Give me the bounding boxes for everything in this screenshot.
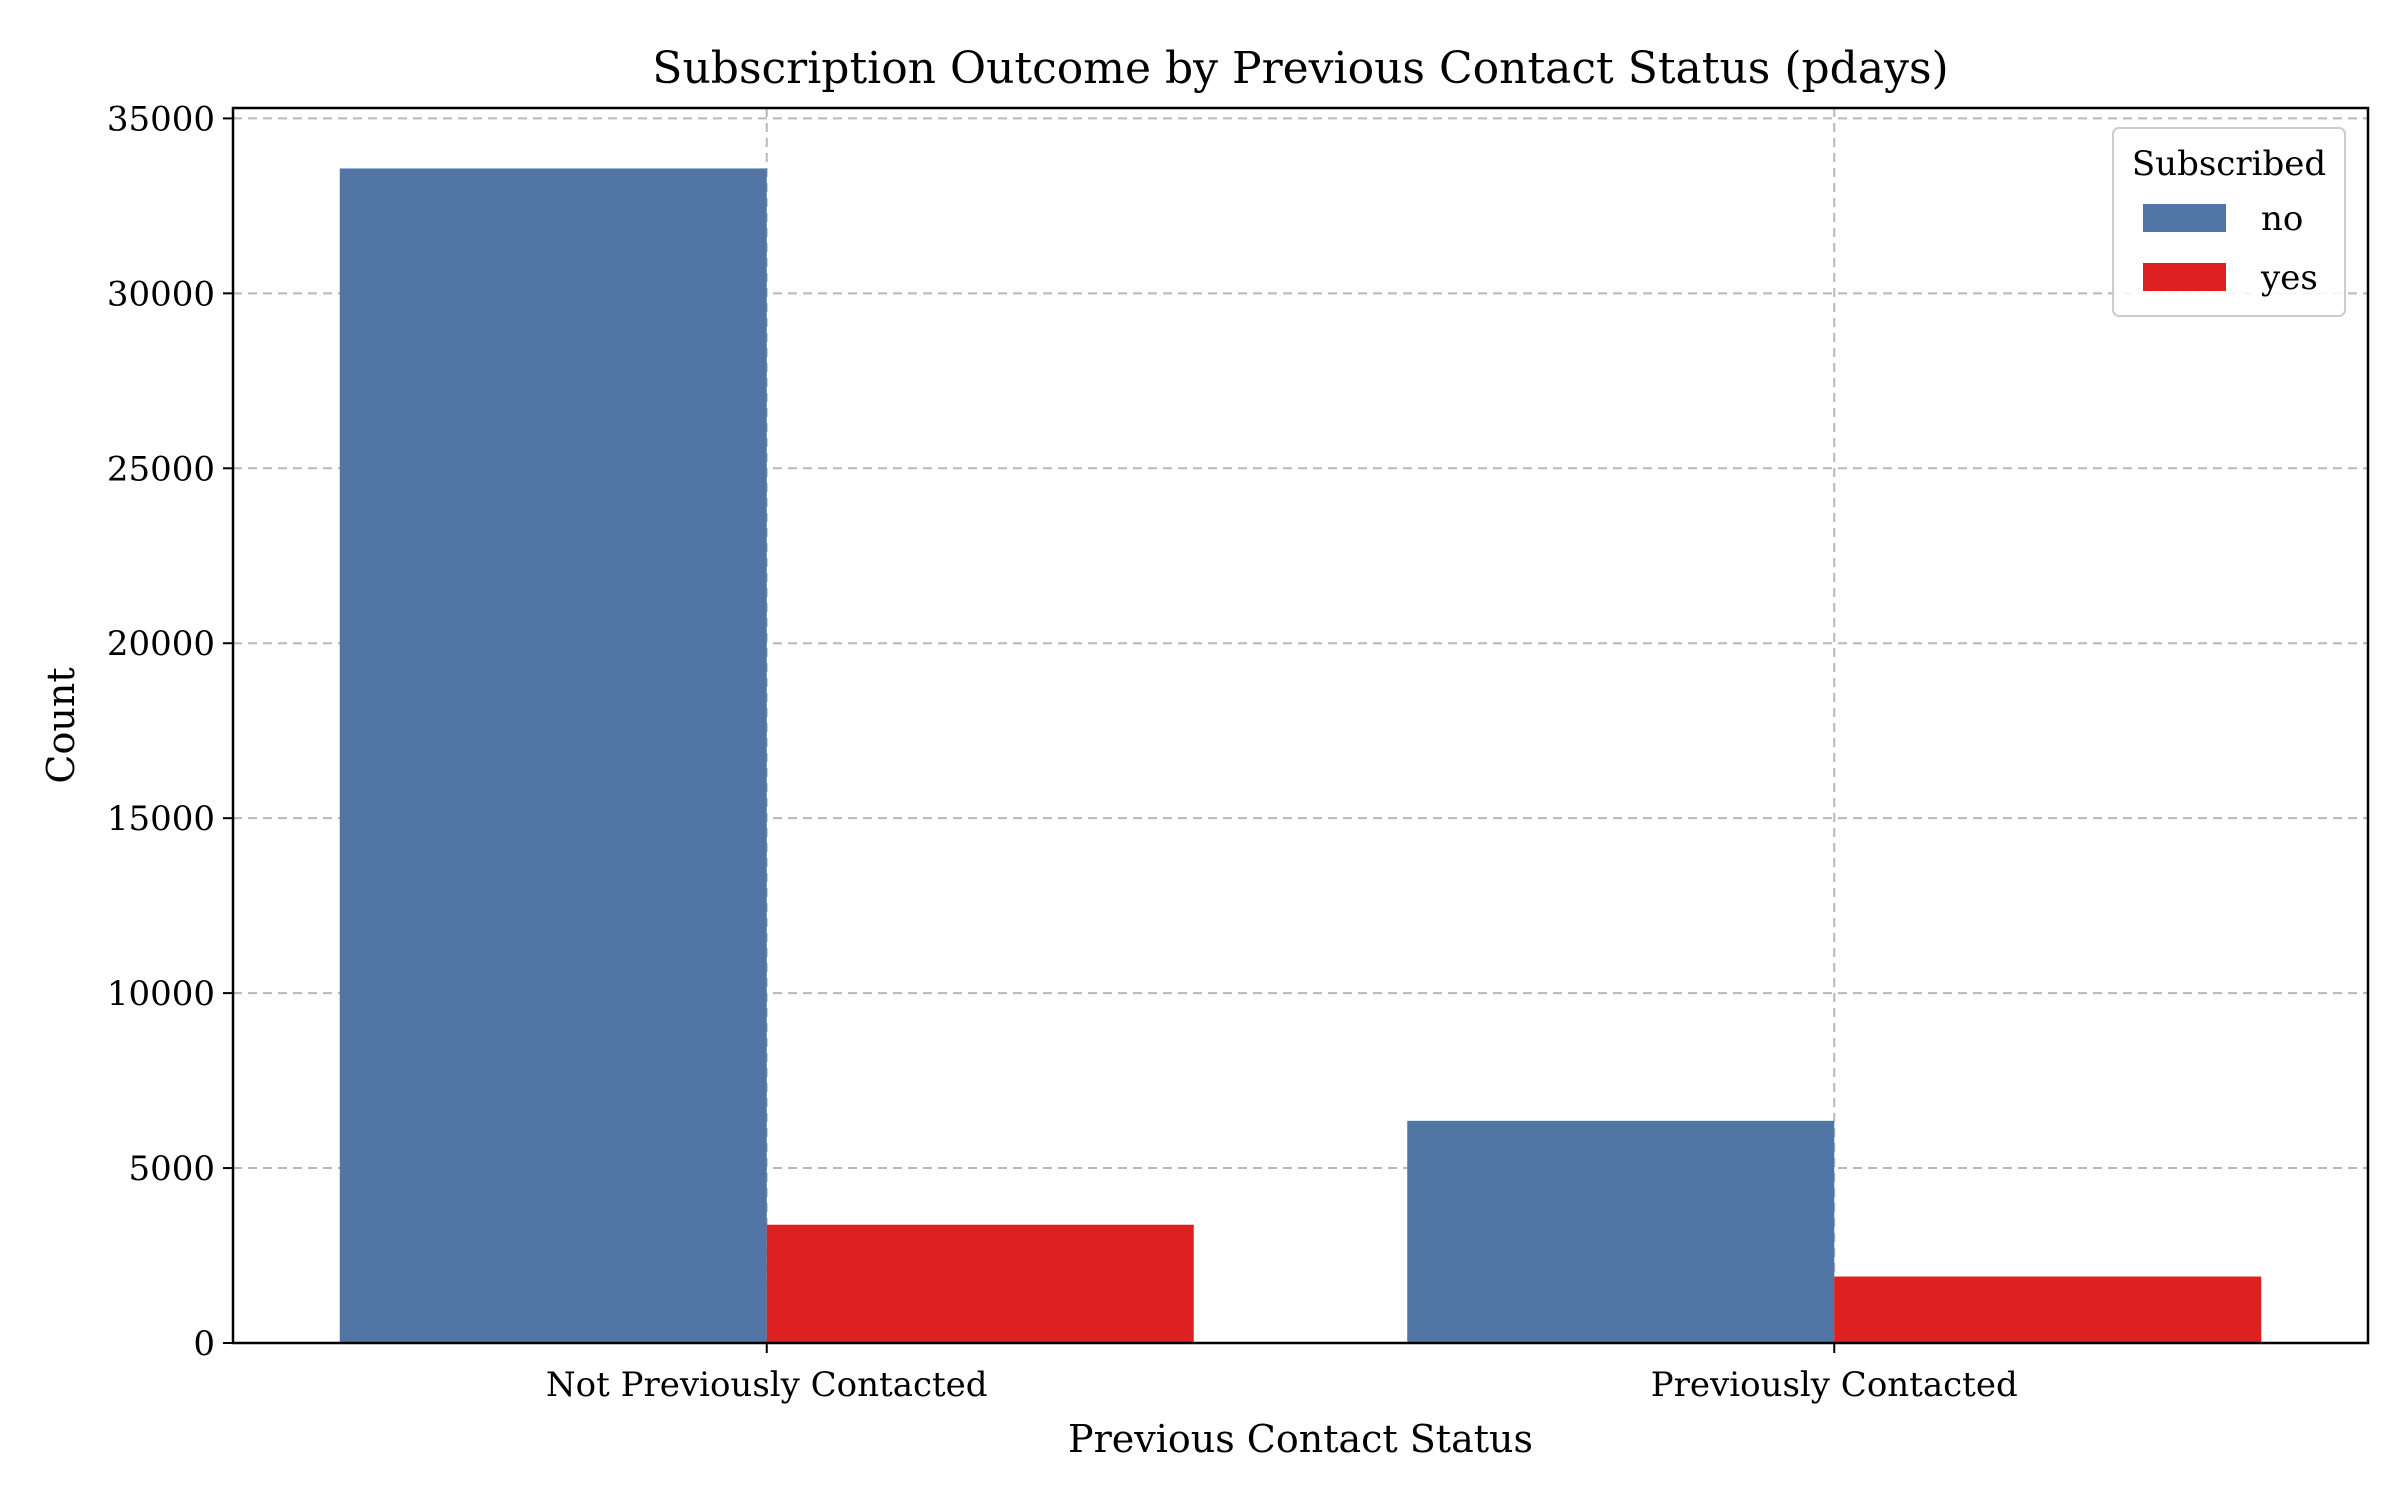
legend: Subscribed no yes — [2112, 127, 2346, 317]
bars — [339, 168, 2262, 1344]
bar-no-1 — [1407, 1120, 1835, 1343]
y-tick-label: 5000 — [128, 1149, 215, 1189]
legend-items: no yes — [2143, 199, 2318, 298]
y-tick-label: 30000 — [107, 274, 215, 314]
y-tick-label: 25000 — [107, 449, 215, 489]
bar-yes-0 — [766, 1224, 1194, 1343]
plot-frame — [231, 106, 2370, 1345]
y-tick-label: 20000 — [107, 624, 215, 664]
legend-title: Subscribed — [2132, 144, 2326, 184]
chart-title: Subscription Outcome by Previous Contact… — [652, 43, 1948, 94]
x-axis-ticks: Not Previously Contacted Previously Conta… — [546, 1343, 2018, 1405]
y-tick-label: 10000 — [107, 974, 215, 1014]
legend-swatch-no — [2143, 204, 2226, 232]
bar-yes-1 — [1834, 1276, 2262, 1343]
x-tick-label: Not Previously Contacted — [546, 1365, 988, 1405]
bar-no-0 — [339, 168, 767, 1344]
y-tick-label: 0 — [193, 1324, 215, 1364]
y-tick-label: 15000 — [107, 799, 215, 839]
x-tick-label: Previously Contacted — [1651, 1365, 2018, 1405]
legend-label-no: no — [2261, 199, 2303, 239]
legend-swatch-yes — [2143, 263, 2226, 291]
y-tick-label: 35000 — [107, 99, 215, 139]
y-axis-ticks: 0 5000 10000 15000 20000 25000 30000 35000 — [107, 99, 233, 1364]
legend-label-yes: yes — [2260, 258, 2318, 298]
y-axis-label: Count — [39, 667, 83, 783]
x-axis-label: Previous Contact Status — [1068, 1417, 1533, 1461]
